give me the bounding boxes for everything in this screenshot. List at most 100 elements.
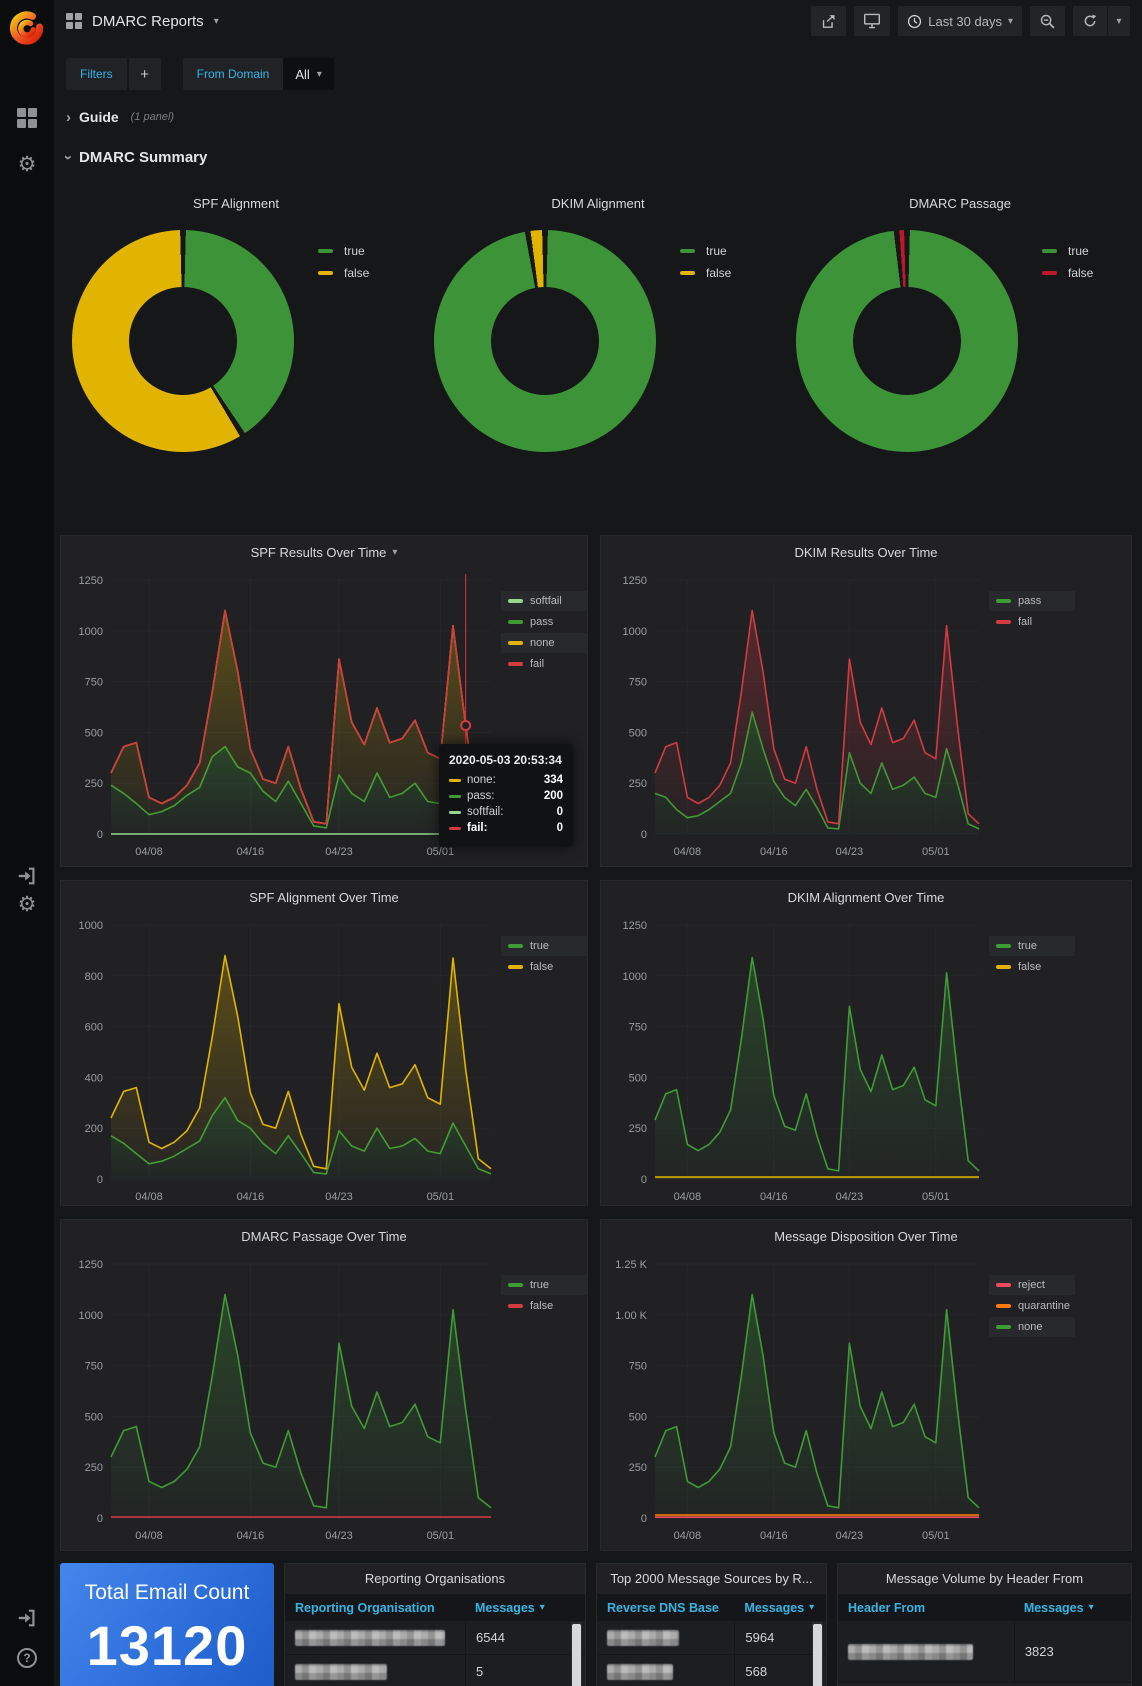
legend-item-reject[interactable]: reject <box>989 1275 1075 1295</box>
plot-area[interactable]: 0 250 500 750 1000 1250 04/08 04/16 04/23 05/01 <box>65 568 501 867</box>
table-row[interactable]: 3823 <box>838 1621 1131 1683</box>
table-title[interactable]: Top 2000 Message Sources by R... <box>610 1571 813 1586</box>
legend-item-quarantine[interactable]: quarantine <box>989 1296 1075 1316</box>
legend-item-true[interactable]: true <box>680 244 731 258</box>
dashboard-title[interactable]: DMARC Reports <box>92 12 204 30</box>
share-icon <box>823 14 835 28</box>
panel-title[interactable]: Message Disposition Over Time <box>774 1228 958 1244</box>
plot-area[interactable]: 0 250 500 750 1.00 K 1.25 K 04/08 04/16 04/23 05/… <box>605 1252 989 1551</box>
legend-item-false[interactable]: false <box>501 1296 587 1316</box>
panel-title[interactable]: SPF Alignment Over Time <box>249 889 399 905</box>
legend-item-false[interactable]: false <box>1042 266 1093 280</box>
legend-item-true[interactable]: true <box>501 1275 587 1295</box>
table-row[interactable]: 5 <box>285 1655 585 1686</box>
scrollbar-thumb[interactable] <box>813 1624 822 1686</box>
sidebar-signin-item[interactable] <box>0 856 54 896</box>
legend-item-false[interactable]: false <box>680 266 731 280</box>
legend-item-fail[interactable]: fail <box>501 654 587 674</box>
column-header-messages[interactable]: Messages ▾ <box>465 1601 585 1615</box>
legend-item-pass[interactable]: pass <box>501 612 587 632</box>
panel-title[interactable]: DKIM Alignment <box>551 196 645 211</box>
sort-descending-icon: ▾ <box>809 1602 815 1613</box>
legend-label: false <box>706 266 732 280</box>
chevron-down-icon[interactable]: ▾ <box>213 15 219 27</box>
svg-text:750: 750 <box>85 1361 103 1373</box>
share-button[interactable] <box>811 6 847 36</box>
panel-title[interactable]: DMARC Passage Over Time <box>241 1228 407 1244</box>
chart-legend: true false <box>501 913 587 1212</box>
legend-item-none[interactable]: none <box>989 1317 1075 1337</box>
column-header-messages[interactable]: Messages ▾ <box>734 1601 826 1615</box>
x-axis-label: 04/08 <box>674 1530 702 1542</box>
table-row[interactable]: 568 <box>597 1655 826 1686</box>
time-range-label: Last 30 days <box>928 13 1002 29</box>
legend-item-true[interactable]: true <box>1042 244 1093 258</box>
svg-text:1000: 1000 <box>623 971 647 983</box>
cell-messages: 568 <box>734 1655 826 1686</box>
legend-swatch <box>996 965 1011 969</box>
legend-item-softfail[interactable]: softfail <box>501 591 587 611</box>
cycle-view-button[interactable] <box>854 6 891 36</box>
legend-item-fail[interactable]: fail <box>989 612 1075 632</box>
legend-item-true[interactable]: true <box>318 244 369 258</box>
column-header-reporting-organisation[interactable]: Reporting Organisation <box>295 1600 435 1615</box>
zoom-out-button[interactable] <box>1030 6 1065 36</box>
filters-label[interactable]: Filters <box>66 58 127 90</box>
legend-label: true <box>706 244 727 258</box>
legend-item-false[interactable]: false <box>318 266 369 280</box>
row-dmarc-summary[interactable]: › DMARC Summary <box>60 144 1130 170</box>
legend-label: true <box>530 1279 549 1291</box>
scrollbar[interactable] <box>571 1622 582 1686</box>
legend-label: false <box>530 961 554 973</box>
plot-area[interactable]: 0 250 500 750 1000 1250 04/08 04/16 04/23 05/01 <box>65 1252 501 1551</box>
legend-swatch <box>508 620 523 624</box>
row-guide[interactable]: › Guide (1 panel) <box>66 104 1130 130</box>
dkim-alignment-donut-chart[interactable] <box>434 230 656 452</box>
svg-text:0: 0 <box>641 1513 647 1525</box>
legend-item-pass[interactable]: pass <box>989 591 1075 611</box>
refresh-interval-dropdown[interactable]: ▾ <box>1108 6 1130 36</box>
plot-area[interactable]: 0 250 500 750 1000 1250 04/08 04/16 04/23 05/01 <box>605 913 989 1212</box>
plot-area[interactable]: 0 250 500 750 1000 1250 04/08 04/16 04/23 05/01 <box>605 568 989 867</box>
from-domain-select[interactable]: All ▾ <box>283 58 334 90</box>
refresh-button[interactable] <box>1073 6 1107 36</box>
column-header-header-from[interactable]: Header From <box>848 1600 926 1615</box>
panel-title[interactable]: DKIM Alignment Over Time <box>787 889 945 905</box>
column-header-messages[interactable]: Messages ▾ <box>1014 1601 1131 1615</box>
table-row[interactable]: 5964 <box>597 1621 826 1655</box>
dmarc-passage-donut-chart[interactable] <box>796 230 1018 452</box>
table-row[interactable]: 6544 <box>285 1621 585 1655</box>
legend-item-none[interactable]: none <box>501 633 587 653</box>
panel-title[interactable]: SPF Results Over Time ▾ <box>250 544 398 560</box>
time-range-picker[interactable]: Last 30 days ▾ <box>898 6 1022 36</box>
sidebar-dashboards-item[interactable] <box>0 98 54 138</box>
scrollbar-thumb[interactable] <box>572 1624 581 1686</box>
grafana-logo[interactable] <box>0 0 54 56</box>
spf-alignment-donut-chart[interactable] <box>72 230 294 452</box>
panel-title[interactable]: DMARC Passage <box>909 196 1011 211</box>
legend-item-false[interactable]: false <box>989 957 1075 977</box>
plot-area[interactable]: 0 200 400 600 800 1000 04/08 04/16 04/23 05/01 <box>65 913 501 1212</box>
panel-menu-caret-icon[interactable]: ▾ <box>392 546 398 558</box>
column-header-reverse-dns-base[interactable]: Reverse DNS Base <box>607 1600 719 1615</box>
panel-title[interactable]: SPF Alignment <box>193 196 279 211</box>
svg-text:1250: 1250 <box>623 920 647 932</box>
chevron-down-icon: ▾ <box>1007 15 1013 27</box>
sidebar-server-admin-item[interactable]: ⚙ <box>0 884 54 924</box>
panel-total-email-count[interactable]: Total Email Count 13120 <box>60 1563 274 1686</box>
sidebar-configuration-item[interactable]: ⚙ <box>0 144 54 184</box>
x-axis-label: 05/01 <box>427 846 455 858</box>
table-title[interactable]: Message Volume by Header From <box>885 1571 1084 1586</box>
sidebar-help-item[interactable]: ? <box>0 1638 54 1678</box>
sidebar-signin-bottom-item[interactable] <box>0 1598 54 1638</box>
panel-message-disposition-over-time: Message Disposition Over Time 0 250 500 750… <box>600 1219 1132 1551</box>
tooltip-series-value: 0 <box>556 822 563 834</box>
legend-item-true[interactable]: true <box>989 936 1075 956</box>
panel-title[interactable]: DKIM Results Over Time <box>794 544 938 560</box>
table-title[interactable]: Reporting Organisations <box>364 1571 506 1586</box>
scrollbar[interactable] <box>812 1622 823 1686</box>
svg-text:500: 500 <box>629 1411 647 1423</box>
legend-item-false[interactable]: false <box>501 957 587 977</box>
add-filter-button[interactable]: + <box>128 58 161 90</box>
legend-item-true[interactable]: true <box>501 936 587 956</box>
